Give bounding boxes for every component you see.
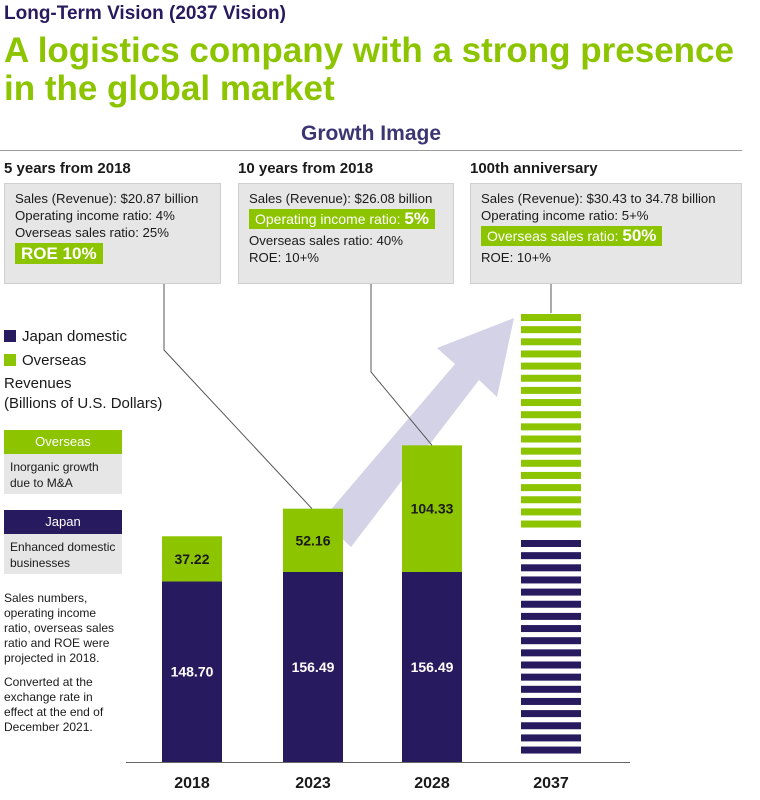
projected-stripe-japan: [521, 564, 581, 572]
bar-japan-2028: [402, 572, 462, 762]
projected-stripe-overseas: [521, 423, 581, 431]
projected-stripe-overseas: [521, 314, 581, 321]
callout-2028-roe: ROE: 10+%: [249, 250, 320, 265]
projected-stripe-overseas: [521, 399, 581, 407]
projected-stripe-overseas: [521, 338, 581, 346]
bar-label-japan-2028: 156.49: [411, 659, 454, 675]
projected-stripe-japan: [521, 600, 581, 608]
op-income-label: Operating income ratio:: [255, 211, 405, 227]
projected-stripe-japan: [521, 734, 581, 742]
overseas-ratio-value: 50%: [622, 226, 657, 245]
x-tick-2037: 2037: [533, 775, 569, 792]
axis-units: Revenues (Billions of U.S. Dollars): [4, 374, 162, 414]
projected-stripe-overseas: [521, 411, 581, 419]
bar-label-overseas-2018: 37.22: [174, 551, 209, 567]
projected-stripe-overseas: [521, 374, 581, 382]
note-projection: Sales numbers, operating income ratio, o…: [4, 591, 115, 665]
legend-overseas-label: Overseas: [22, 352, 87, 369]
tag-overseas-desc: Inorganic growth due to M&A: [4, 454, 122, 494]
bar-label-japan-2018: 148.70: [171, 664, 214, 680]
phase-heading-3: 100th anniversary: [470, 160, 598, 177]
callout-2037: Sales (Revenue): $30.43 to 34.78 billion…: [470, 183, 742, 284]
legend-japan-label: Japan domestic: [22, 328, 128, 345]
bar-japan-2018: [162, 581, 222, 762]
legend-japan: Japan domestic: [4, 328, 127, 345]
projected-stripe-japan: [521, 722, 581, 730]
callout-2037-overseas-badge: Overseas sales ratio: 50%: [481, 226, 663, 246]
section-title: Growth Image: [300, 122, 442, 145]
tag-overseas-title: Overseas: [4, 430, 122, 454]
projected-stripe-japan: [521, 625, 581, 633]
bar-overseas-2018: [162, 536, 222, 582]
tag-japan-title: Japan: [4, 510, 122, 534]
projected-stripe-overseas: [521, 471, 581, 479]
projected-stripe-japan: [521, 697, 581, 705]
projected-stripe-japan: [521, 710, 581, 718]
projected-stripe-overseas: [521, 362, 581, 370]
callout-2037-op-income: Operating income ratio: 5+%: [481, 208, 649, 223]
bar-overseas-2023: [283, 508, 343, 572]
op-income-value: 5%: [404, 209, 429, 228]
bar-label-overseas-2023: 52.16: [295, 532, 330, 548]
legend-overseas-swatch: [4, 354, 16, 366]
callout-2023-sales: Sales (Revenue): $20.87 billion: [15, 191, 199, 206]
projected-stripe-japan: [521, 661, 581, 669]
projected-stripe-overseas: [521, 508, 581, 516]
projected-stripe-japan: [521, 588, 581, 596]
projected-stripe-overseas: [521, 447, 581, 455]
callout-2023: Sales (Revenue): $20.87 billion Operatin…: [4, 183, 221, 284]
x-tick-2028: 2028: [414, 775, 450, 792]
callout-2028-sales: Sales (Revenue): $26.08 billion: [249, 191, 433, 206]
connector-2028: [370, 284, 433, 446]
projected-stripe-overseas: [521, 496, 581, 504]
units-line-1: Revenues: [4, 375, 72, 392]
projected-stripe-japan: [521, 576, 581, 584]
callout-2023-roe-badge: ROE 10%: [15, 243, 103, 264]
projected-stripe-overseas: [521, 326, 581, 334]
phase-heading-1: 5 years from 2018: [4, 160, 131, 177]
phase-heading-2: 10 years from 2018: [238, 160, 374, 177]
callout-2028: Sales (Revenue): $26.08 billion Operatin…: [238, 183, 454, 284]
projected-stripe-overseas: [521, 386, 581, 394]
eyebrow-title: Long-Term Vision (2037 Vision): [4, 3, 286, 24]
projected-stripe-overseas: [521, 520, 581, 528]
projected-stripe-japan: [521, 612, 581, 620]
callout-2037-sales: Sales (Revenue): $30.43 to 34.78 billion: [481, 191, 716, 206]
tag-japan-desc: Enhanced domestic businesses: [4, 534, 122, 574]
units-line-2: (Billions of U.S. Dollars): [4, 395, 163, 412]
note-exchange-rate: Converted at the exchange rate in effect…: [4, 675, 104, 734]
projected-stripe-overseas: [521, 459, 581, 467]
projected-stripe-japan: [521, 685, 581, 693]
projected-stripe-japan: [521, 552, 581, 560]
overseas-ratio-label: Overseas sales ratio:: [487, 228, 623, 244]
legend-japan-swatch: [4, 330, 16, 342]
projected-stripe-japan: [521, 673, 581, 681]
callout-2023-overseas: Overseas sales ratio: 25%: [15, 225, 169, 240]
projected-stripe-overseas: [521, 350, 581, 358]
legend-overseas: Overseas: [4, 352, 86, 369]
headline: A logistics company with a strong presen…: [4, 31, 734, 108]
growth-arrow: [322, 318, 514, 547]
callout-2037-roe: ROE: 10+%: [481, 250, 552, 265]
projected-stripe-overseas: [521, 435, 581, 443]
projected-stripe-japan: [521, 649, 581, 657]
projected-stripe-japan: [521, 746, 581, 754]
connector-2023: [163, 284, 313, 510]
bar-japan-2023: [283, 572, 343, 762]
projected-stripe-japan: [521, 540, 581, 547]
x-tick-2018: 2018: [174, 775, 210, 792]
x-tick-2023: 2023: [295, 775, 331, 792]
bar-label-overseas-2028: 104.33: [411, 501, 454, 517]
callout-2028-op-income-badge: Operating income ratio: 5%: [249, 209, 435, 229]
callout-2023-op-income: Operating income ratio: 4%: [15, 208, 175, 223]
callout-2028-overseas: Overseas sales ratio: 40%: [249, 233, 403, 248]
bar-overseas-2028: [402, 445, 462, 572]
section-divider: [0, 150, 742, 151]
projected-stripe-japan: [521, 637, 581, 645]
projected-stripe-overseas: [521, 484, 581, 492]
bar-label-japan-2023: 156.49: [292, 659, 335, 675]
